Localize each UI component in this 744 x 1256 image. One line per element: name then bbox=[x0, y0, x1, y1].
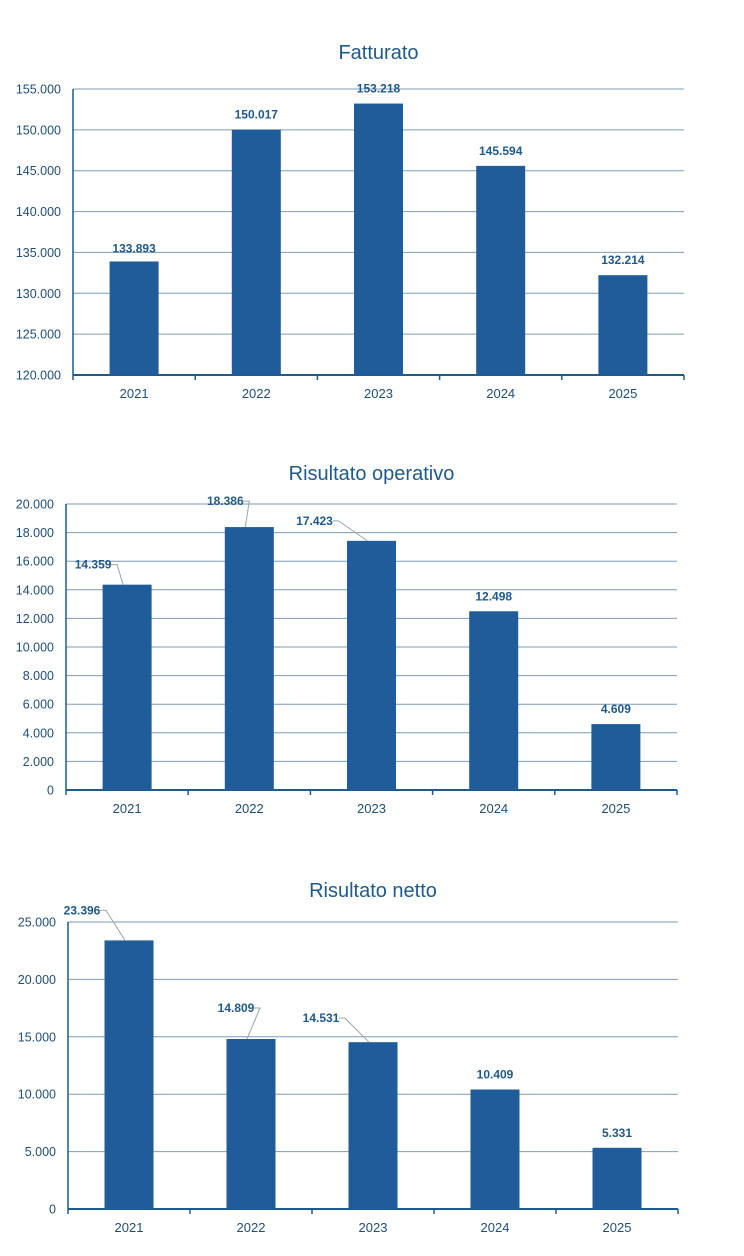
x-tick-label: 2025 bbox=[601, 801, 630, 816]
y-tick-label: 145.000 bbox=[16, 164, 61, 178]
x-tick-label: 2023 bbox=[357, 801, 386, 816]
data-label: 153.218 bbox=[357, 82, 401, 96]
y-tick-label: 0 bbox=[47, 784, 54, 798]
data-label: 14.531 bbox=[303, 1011, 340, 1025]
y-tick-label: 2.000 bbox=[23, 755, 54, 769]
data-label: 132.214 bbox=[601, 253, 645, 267]
x-tick-label: 2023 bbox=[364, 386, 393, 401]
y-tick-label: 150.000 bbox=[16, 123, 61, 137]
bar-2022 bbox=[231, 129, 281, 375]
data-label: 4.609 bbox=[601, 702, 631, 716]
chart-risultato-operativo-svg: Risultato operativo 0 2.000 4.000 6.000 8.000… bbox=[16, 463, 678, 816]
x-tick-label: 2025 bbox=[603, 1220, 632, 1235]
data-label: 150.017 bbox=[235, 108, 279, 122]
x-tick-label: 2024 bbox=[479, 801, 508, 816]
y-tick-label: 0 bbox=[49, 1203, 56, 1217]
bar-2024 bbox=[476, 165, 526, 375]
data-label: 133.893 bbox=[112, 241, 156, 255]
x-tick-label: 2022 bbox=[235, 801, 264, 816]
y-tick-label: 155.000 bbox=[16, 83, 61, 97]
y-tick-label: 18.000 bbox=[16, 526, 54, 540]
bar-2024 bbox=[470, 1089, 520, 1209]
data-label: 18.386 bbox=[207, 494, 244, 508]
y-tick-label: 120.000 bbox=[16, 369, 61, 383]
y-tick-label: 10.000 bbox=[18, 1088, 56, 1102]
data-label: 145.594 bbox=[479, 144, 523, 158]
chart-risultato-netto: Risultato netto 0 5.000 10.000 15.000 20.000 2… bbox=[0, 832, 744, 1256]
x-tick-label: 2021 bbox=[115, 1220, 144, 1235]
chart-risultato-operativo: Risultato operativo 0 2.000 4.000 6.000 8.000… bbox=[0, 420, 744, 832]
x-tick-label: 2021 bbox=[113, 801, 142, 816]
y-tick-label: 16.000 bbox=[16, 555, 54, 569]
bar-2025 bbox=[592, 1147, 642, 1209]
y-tick-label: 130.000 bbox=[16, 287, 61, 301]
data-label: 14.809 bbox=[218, 1001, 255, 1015]
data-label-leader bbox=[332, 520, 368, 542]
bar-2022 bbox=[224, 527, 274, 790]
y-tick-label: 125.000 bbox=[16, 328, 61, 342]
x-tick-label: 2022 bbox=[237, 1220, 266, 1235]
x-tick-label: 2024 bbox=[481, 1220, 510, 1235]
chart-fatturato-svg: Fatturato 120.000 125.000 130.000 135.000 140… bbox=[16, 42, 685, 401]
x-tick-label: 2025 bbox=[608, 386, 637, 401]
bar-2021 bbox=[102, 584, 152, 790]
data-label-leader bbox=[246, 1007, 261, 1040]
y-tick-label: 4.000 bbox=[23, 726, 54, 740]
x-tick-label: 2024 bbox=[486, 386, 515, 401]
y-tick-label: 8.000 bbox=[23, 669, 54, 683]
chart-title: Risultato operativo bbox=[289, 463, 455, 485]
y-tick-label: 12.000 bbox=[16, 612, 54, 626]
data-label: 10.409 bbox=[477, 1068, 514, 1082]
bar-2023 bbox=[354, 103, 403, 375]
y-tick-label: 10.000 bbox=[16, 641, 54, 655]
data-label: 12.498 bbox=[475, 589, 512, 603]
bar-2022 bbox=[226, 1038, 276, 1209]
bar-2021 bbox=[109, 261, 159, 375]
x-tick-label: 2023 bbox=[359, 1220, 388, 1235]
chart-fatturato: Fatturato 120.000 125.000 130.000 135.000 140… bbox=[0, 0, 744, 420]
data-label: 23.396 bbox=[64, 903, 101, 917]
chart-title: Fatturato bbox=[338, 42, 418, 64]
bar-2025 bbox=[591, 724, 641, 790]
y-tick-label: 135.000 bbox=[16, 246, 61, 260]
y-tick-label: 6.000 bbox=[23, 698, 54, 712]
y-tick-label: 5.000 bbox=[25, 1145, 56, 1159]
bar-2021 bbox=[104, 940, 154, 1209]
data-label: 17.423 bbox=[296, 514, 333, 528]
y-tick-label: 20.000 bbox=[16, 498, 54, 512]
y-tick-label: 15.000 bbox=[18, 1030, 56, 1044]
data-label-leader bbox=[100, 909, 126, 941]
y-tick-label: 25.000 bbox=[18, 916, 56, 930]
data-label: 14.359 bbox=[75, 558, 112, 572]
bar-2023 bbox=[347, 540, 396, 790]
data-label-leader bbox=[243, 500, 250, 528]
data-label-leader bbox=[339, 1017, 370, 1043]
data-label-leader bbox=[111, 564, 124, 585]
bar-2024 bbox=[469, 611, 519, 790]
y-tick-label: 20.000 bbox=[18, 973, 56, 987]
bar-2023 bbox=[348, 1042, 398, 1209]
x-tick-label: 2021 bbox=[120, 386, 149, 401]
data-label: 5.331 bbox=[602, 1126, 632, 1140]
chart-title: Risultato netto bbox=[309, 880, 437, 902]
bar-2025 bbox=[598, 275, 648, 375]
chart-risultato-netto-svg: Risultato netto 0 5.000 10.000 15.000 20.000 2… bbox=[18, 880, 679, 1235]
x-tick-label: 2022 bbox=[242, 386, 271, 401]
y-tick-label: 140.000 bbox=[16, 205, 61, 219]
y-tick-label: 14.000 bbox=[16, 583, 54, 597]
